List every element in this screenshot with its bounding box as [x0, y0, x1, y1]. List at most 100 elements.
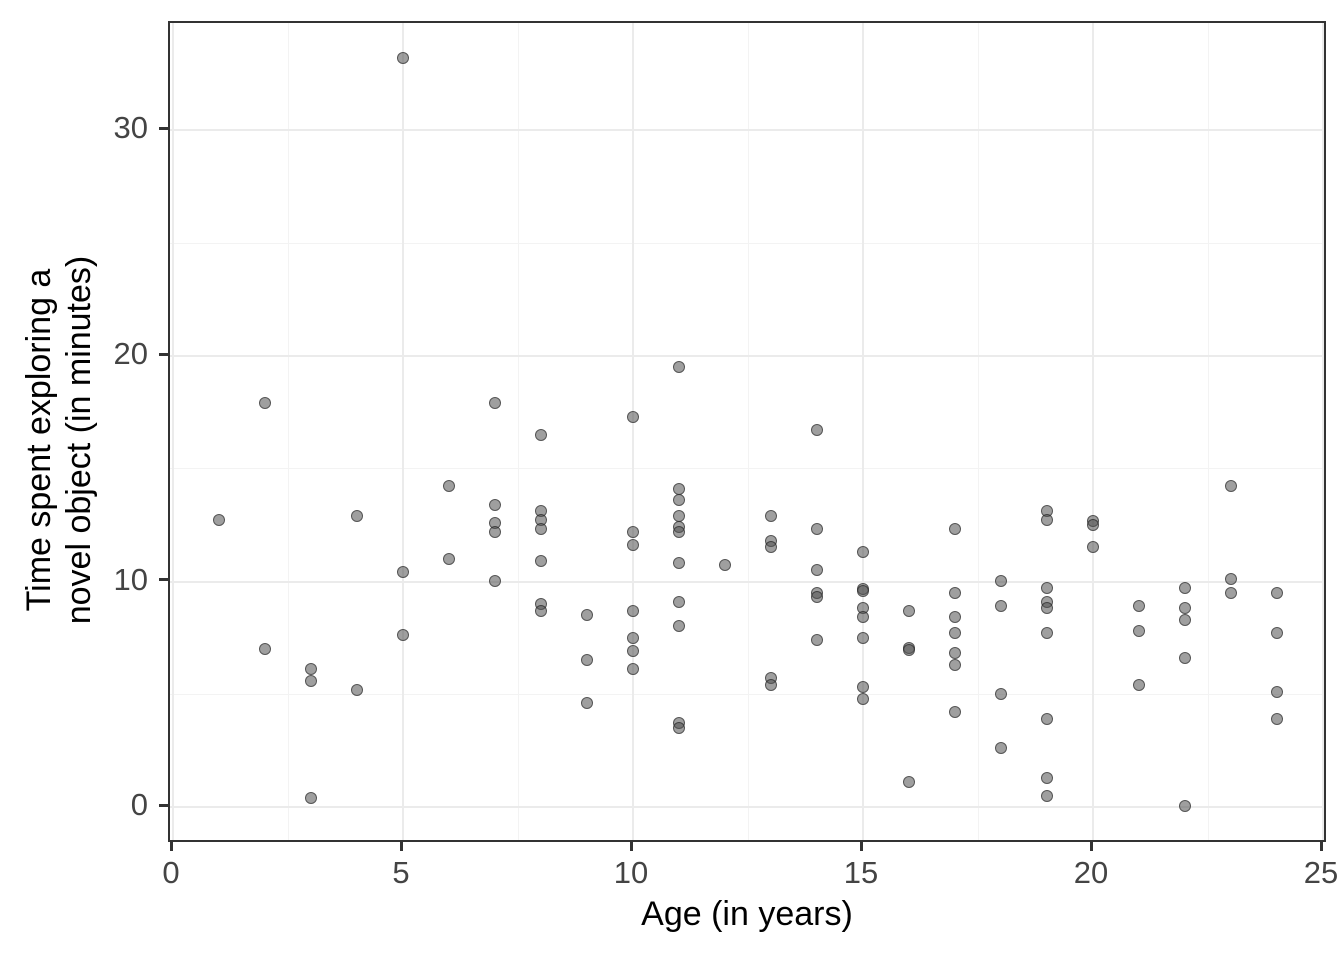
x-tick-mark — [1319, 842, 1323, 851]
data-point — [580, 697, 593, 710]
data-point — [948, 627, 961, 640]
data-point — [1270, 712, 1283, 725]
data-point — [1132, 679, 1145, 692]
data-point — [396, 51, 409, 64]
x-minor-gridline — [747, 23, 749, 840]
data-point — [626, 631, 639, 644]
data-point — [304, 674, 317, 687]
data-point — [672, 509, 685, 522]
data-point — [626, 663, 639, 676]
data-point — [258, 396, 271, 409]
data-point — [534, 523, 547, 536]
data-point — [1178, 582, 1191, 594]
data-point — [810, 633, 823, 646]
data-point — [672, 482, 685, 495]
data-point — [1178, 613, 1191, 626]
y-minor-gridline — [170, 468, 1324, 470]
data-point — [534, 554, 547, 567]
y-tick-label: 10 — [113, 561, 148, 597]
data-point — [902, 644, 915, 657]
data-point — [442, 480, 455, 493]
x-major-gridline — [402, 23, 404, 840]
x-major-gridline — [1322, 23, 1324, 840]
x-tick-label: 25 — [1303, 855, 1339, 890]
data-point — [1178, 799, 1191, 812]
data-point — [994, 600, 1007, 613]
y-tick-mark — [159, 578, 168, 582]
data-point — [626, 539, 639, 552]
y-axis-title-line-1: Time spent exploring a — [20, 268, 58, 612]
data-point — [856, 585, 869, 598]
y-minor-gridline — [170, 242, 1324, 244]
data-point — [948, 658, 961, 671]
data-point — [948, 706, 961, 719]
data-point — [396, 566, 409, 579]
data-point — [626, 525, 639, 538]
x-minor-gridline — [517, 23, 519, 840]
data-point — [856, 611, 869, 624]
x-major-gridline — [632, 23, 634, 840]
data-point — [672, 557, 685, 570]
data-point — [1132, 624, 1145, 637]
data-point — [488, 575, 501, 588]
data-point — [626, 604, 639, 617]
x-minor-gridline — [287, 23, 289, 840]
data-point — [764, 509, 777, 522]
data-point — [1178, 602, 1191, 615]
data-point — [902, 776, 915, 789]
data-point — [1040, 789, 1053, 802]
data-point — [672, 721, 685, 734]
y-tick-mark — [159, 126, 168, 130]
x-tick-label: 10 — [613, 855, 649, 890]
y-tick-label: 0 — [130, 787, 148, 823]
data-point — [856, 692, 869, 705]
data-point — [626, 645, 639, 658]
x-tick-mark — [859, 842, 863, 851]
x-major-gridline — [1092, 23, 1094, 840]
y-major-gridline — [170, 806, 1324, 809]
data-point — [672, 620, 685, 633]
y-major-gridline — [170, 129, 1324, 132]
data-point — [856, 631, 869, 644]
data-point — [1132, 600, 1145, 613]
data-point — [1086, 541, 1099, 554]
data-point — [994, 575, 1007, 588]
data-point — [948, 611, 961, 624]
data-point — [350, 509, 363, 522]
data-point — [1086, 518, 1099, 531]
y-tick-mark — [159, 352, 168, 356]
x-tick-label: 15 — [843, 855, 879, 890]
data-point — [1270, 685, 1283, 698]
data-point — [1040, 712, 1053, 725]
data-point — [948, 586, 961, 599]
data-point — [994, 742, 1007, 755]
data-point — [1224, 572, 1237, 585]
data-point — [1270, 586, 1283, 599]
data-point — [212, 514, 225, 527]
data-point — [580, 654, 593, 667]
data-point — [580, 609, 593, 622]
data-point — [810, 563, 823, 576]
plot-panel — [168, 21, 1326, 842]
x-tick-label: 20 — [1073, 855, 1109, 890]
data-point — [304, 791, 317, 804]
data-point — [764, 679, 777, 692]
data-point — [488, 525, 501, 538]
x-minor-gridline — [1207, 23, 1209, 840]
x-tick-mark — [399, 842, 403, 851]
data-point — [1178, 651, 1191, 664]
data-point — [672, 494, 685, 506]
data-point — [1040, 602, 1053, 615]
data-point — [672, 525, 685, 538]
data-point — [856, 545, 869, 558]
data-point — [1040, 627, 1053, 640]
data-point — [948, 647, 961, 660]
data-point — [994, 688, 1007, 701]
data-point — [1040, 771, 1053, 784]
x-minor-gridline — [977, 23, 979, 840]
data-point — [626, 410, 639, 423]
x-tick-label: 5 — [392, 855, 410, 890]
x-tick-mark — [629, 842, 633, 851]
data-point — [534, 604, 547, 617]
